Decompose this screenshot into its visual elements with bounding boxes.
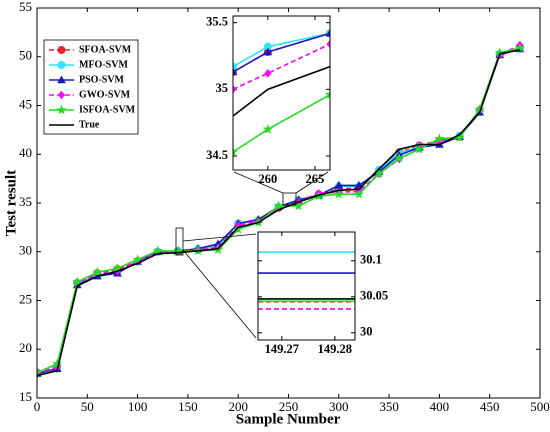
marker — [132, 254, 143, 264]
legend-label: True — [79, 119, 100, 130]
plot-frame — [36, 7, 541, 399]
plot-frame — [232, 15, 331, 171]
x-tick-label: 250 — [279, 399, 299, 414]
y-tick-label: 40 — [19, 145, 32, 160]
x-tick-label: 200 — [228, 399, 248, 414]
legend-label: ISFOA-SVM — [79, 104, 136, 115]
marker — [52, 358, 63, 369]
zoom-arrow — [182, 233, 257, 242]
marker — [434, 133, 445, 143]
x-axis-label: Sample Number — [236, 411, 341, 427]
x-tick-label: 260 — [258, 172, 277, 186]
y-tick-label: 20 — [19, 340, 32, 355]
legend-box — [43, 39, 139, 135]
marker — [325, 28, 330, 37]
y-tick-label: 35 — [216, 81, 229, 95]
y-tick-label: 35.5 — [206, 15, 228, 29]
x-tick-label: 50 — [81, 399, 94, 414]
marker — [233, 62, 237, 71]
legend-label: SFOA-SVM — [79, 44, 132, 55]
marker — [233, 146, 239, 157]
marker — [414, 144, 425, 154]
series-line — [233, 65, 330, 117]
plot-area — [258, 232, 355, 340]
marker — [324, 89, 330, 99]
marker — [57, 61, 66, 69]
marker — [233, 85, 237, 94]
marker — [514, 42, 525, 53]
marker — [233, 67, 238, 76]
legend-label: PSO-SVM — [79, 74, 125, 85]
x-tick-label: 150 — [178, 399, 198, 414]
plot-frame — [257, 231, 356, 341]
y-tick-label: 30 — [360, 325, 373, 339]
marker — [112, 262, 123, 273]
series-layer — [37, 40, 525, 378]
marker — [262, 123, 273, 134]
legend-label: GWO-SVM — [79, 89, 131, 100]
marker — [353, 188, 364, 199]
plot-area — [233, 16, 330, 170]
marker — [326, 39, 330, 49]
zoom-arrow — [295, 171, 329, 194]
plot-layer: 0 50 100 150 200 250 300 350 400 450 500 15 20 25 30 35… — [19, 0, 550, 414]
inset: 149.27 149.28 30 30.05 30.1 — [257, 231, 388, 356]
y-tick-label: 34.5 — [206, 148, 228, 162]
y-tick-label: 50 — [19, 48, 32, 63]
marker — [92, 266, 103, 277]
x-tick-label: 450 — [480, 399, 500, 414]
y-tick-label: 35 — [19, 194, 32, 209]
y-tick-label: 30.05 — [360, 289, 388, 303]
marker — [333, 188, 344, 199]
x-tick-label: 400 — [430, 399, 450, 414]
x-tick-label: 100 — [128, 399, 148, 414]
y-tick-label: 30.1 — [360, 253, 382, 267]
main-plot: 0 50 100 150 200 250 300 350 400 450 500 15 20 25 30 35… — [19, 0, 550, 414]
marker — [57, 46, 66, 54]
zoom-box — [175, 227, 184, 256]
zoom-callouts — [175, 171, 329, 339]
marker — [37, 367, 43, 377]
x-tick-label: 149.27 — [265, 342, 299, 356]
legend-label: MFO-SVM — [79, 59, 128, 70]
series-line — [37, 49, 521, 377]
y-tick-label: 55 — [19, 0, 32, 14]
x-tick-label: 0 — [34, 399, 41, 414]
marker — [273, 200, 284, 211]
marker — [263, 47, 273, 56]
y-tick-label: 25 — [19, 291, 32, 306]
marker — [264, 69, 272, 78]
zoom-arrow — [233, 171, 284, 194]
marker — [152, 245, 163, 256]
marker — [394, 152, 405, 163]
marker — [57, 75, 66, 84]
marker — [72, 276, 83, 287]
y-tick-label: 45 — [19, 96, 32, 111]
x-tick-label: 300 — [329, 399, 349, 414]
x-tick-label: 500 — [530, 399, 550, 414]
x-tick-label: 265 — [306, 172, 325, 186]
y-axis-label: Test result — [3, 170, 19, 236]
y-tick-label: 30 — [19, 243, 32, 258]
marker — [56, 104, 67, 115]
series-layer — [258, 251, 355, 310]
series-line — [233, 43, 330, 91]
legend: SFOA-SVM MFO-SVM PSO-SVM GWO-SVM ISFOA-SVM Tr… — [43, 39, 139, 135]
marker — [58, 90, 65, 100]
x-tick-label: 350 — [379, 399, 399, 414]
marker — [233, 224, 244, 234]
zoom-box — [282, 192, 297, 206]
x-tick-label: 149.28 — [318, 342, 352, 356]
y-tick-label: 15 — [19, 389, 32, 404]
series-layer — [233, 28, 330, 157]
inset: 260 265 34.5 35 35.5 — [206, 15, 331, 186]
zoom-arrow — [182, 249, 257, 339]
